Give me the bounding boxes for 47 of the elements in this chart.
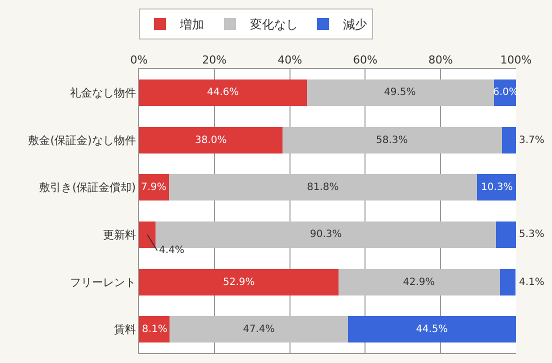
data-label: 49.5% <box>384 87 416 98</box>
x-tick-label: 0% <box>130 54 148 67</box>
bar <box>139 174 169 201</box>
x-tick-label: 60% <box>352 54 378 67</box>
data-label: 42.9% <box>403 277 435 288</box>
legend-label: 変化なし <box>250 18 298 32</box>
data-label: 47.4% <box>243 324 275 335</box>
y-tick-label: 敷金(保証金)なし物件 <box>28 134 136 147</box>
data-label: 44.5% <box>416 324 448 335</box>
legend-label: 減少 <box>343 18 367 32</box>
y-tick-label: 賃料 <box>114 323 136 336</box>
bar <box>307 79 494 106</box>
bar <box>348 316 516 343</box>
data-label: 4.1% <box>519 277 544 288</box>
bar <box>170 316 348 343</box>
bar <box>139 126 282 154</box>
y-tick-label: フリーレント <box>70 276 136 289</box>
data-label: 3.7% <box>519 135 544 146</box>
bar <box>282 126 502 154</box>
bar <box>139 79 308 106</box>
x-tick-label: 100% <box>500 54 532 67</box>
x-tick-label: 80% <box>428 54 453 67</box>
bar <box>168 174 478 201</box>
x-tick-label: 40% <box>278 54 302 67</box>
bar <box>496 221 516 248</box>
data-label: 81.8% <box>307 182 339 193</box>
data-label: 44.6% <box>207 87 239 98</box>
bar <box>139 268 338 296</box>
bar <box>502 126 516 154</box>
data-label: 38.0% <box>195 135 227 146</box>
data-label: 5.3% <box>519 229 544 240</box>
x-tick-label: 20% <box>202 54 227 67</box>
data-label: 7.9% <box>141 182 166 193</box>
y-tick-label: 敷引き(保証金償却) <box>39 181 136 194</box>
y-tick-label: 礼金なし物件 <box>70 86 136 100</box>
bar <box>500 268 516 296</box>
bar <box>139 221 156 248</box>
legend-label: 増加 <box>179 18 204 32</box>
data-label: 58.3% <box>376 135 408 146</box>
data-label: 10.3% <box>481 182 513 193</box>
bar <box>477 174 516 201</box>
data-label: 52.9% <box>223 277 255 288</box>
data-label: 90.3% <box>310 229 342 240</box>
bar <box>338 268 500 296</box>
y-tick-label: 更新料 <box>102 228 136 242</box>
data-label: 4.4% <box>159 245 184 256</box>
data-label: 8.1% <box>142 324 168 335</box>
